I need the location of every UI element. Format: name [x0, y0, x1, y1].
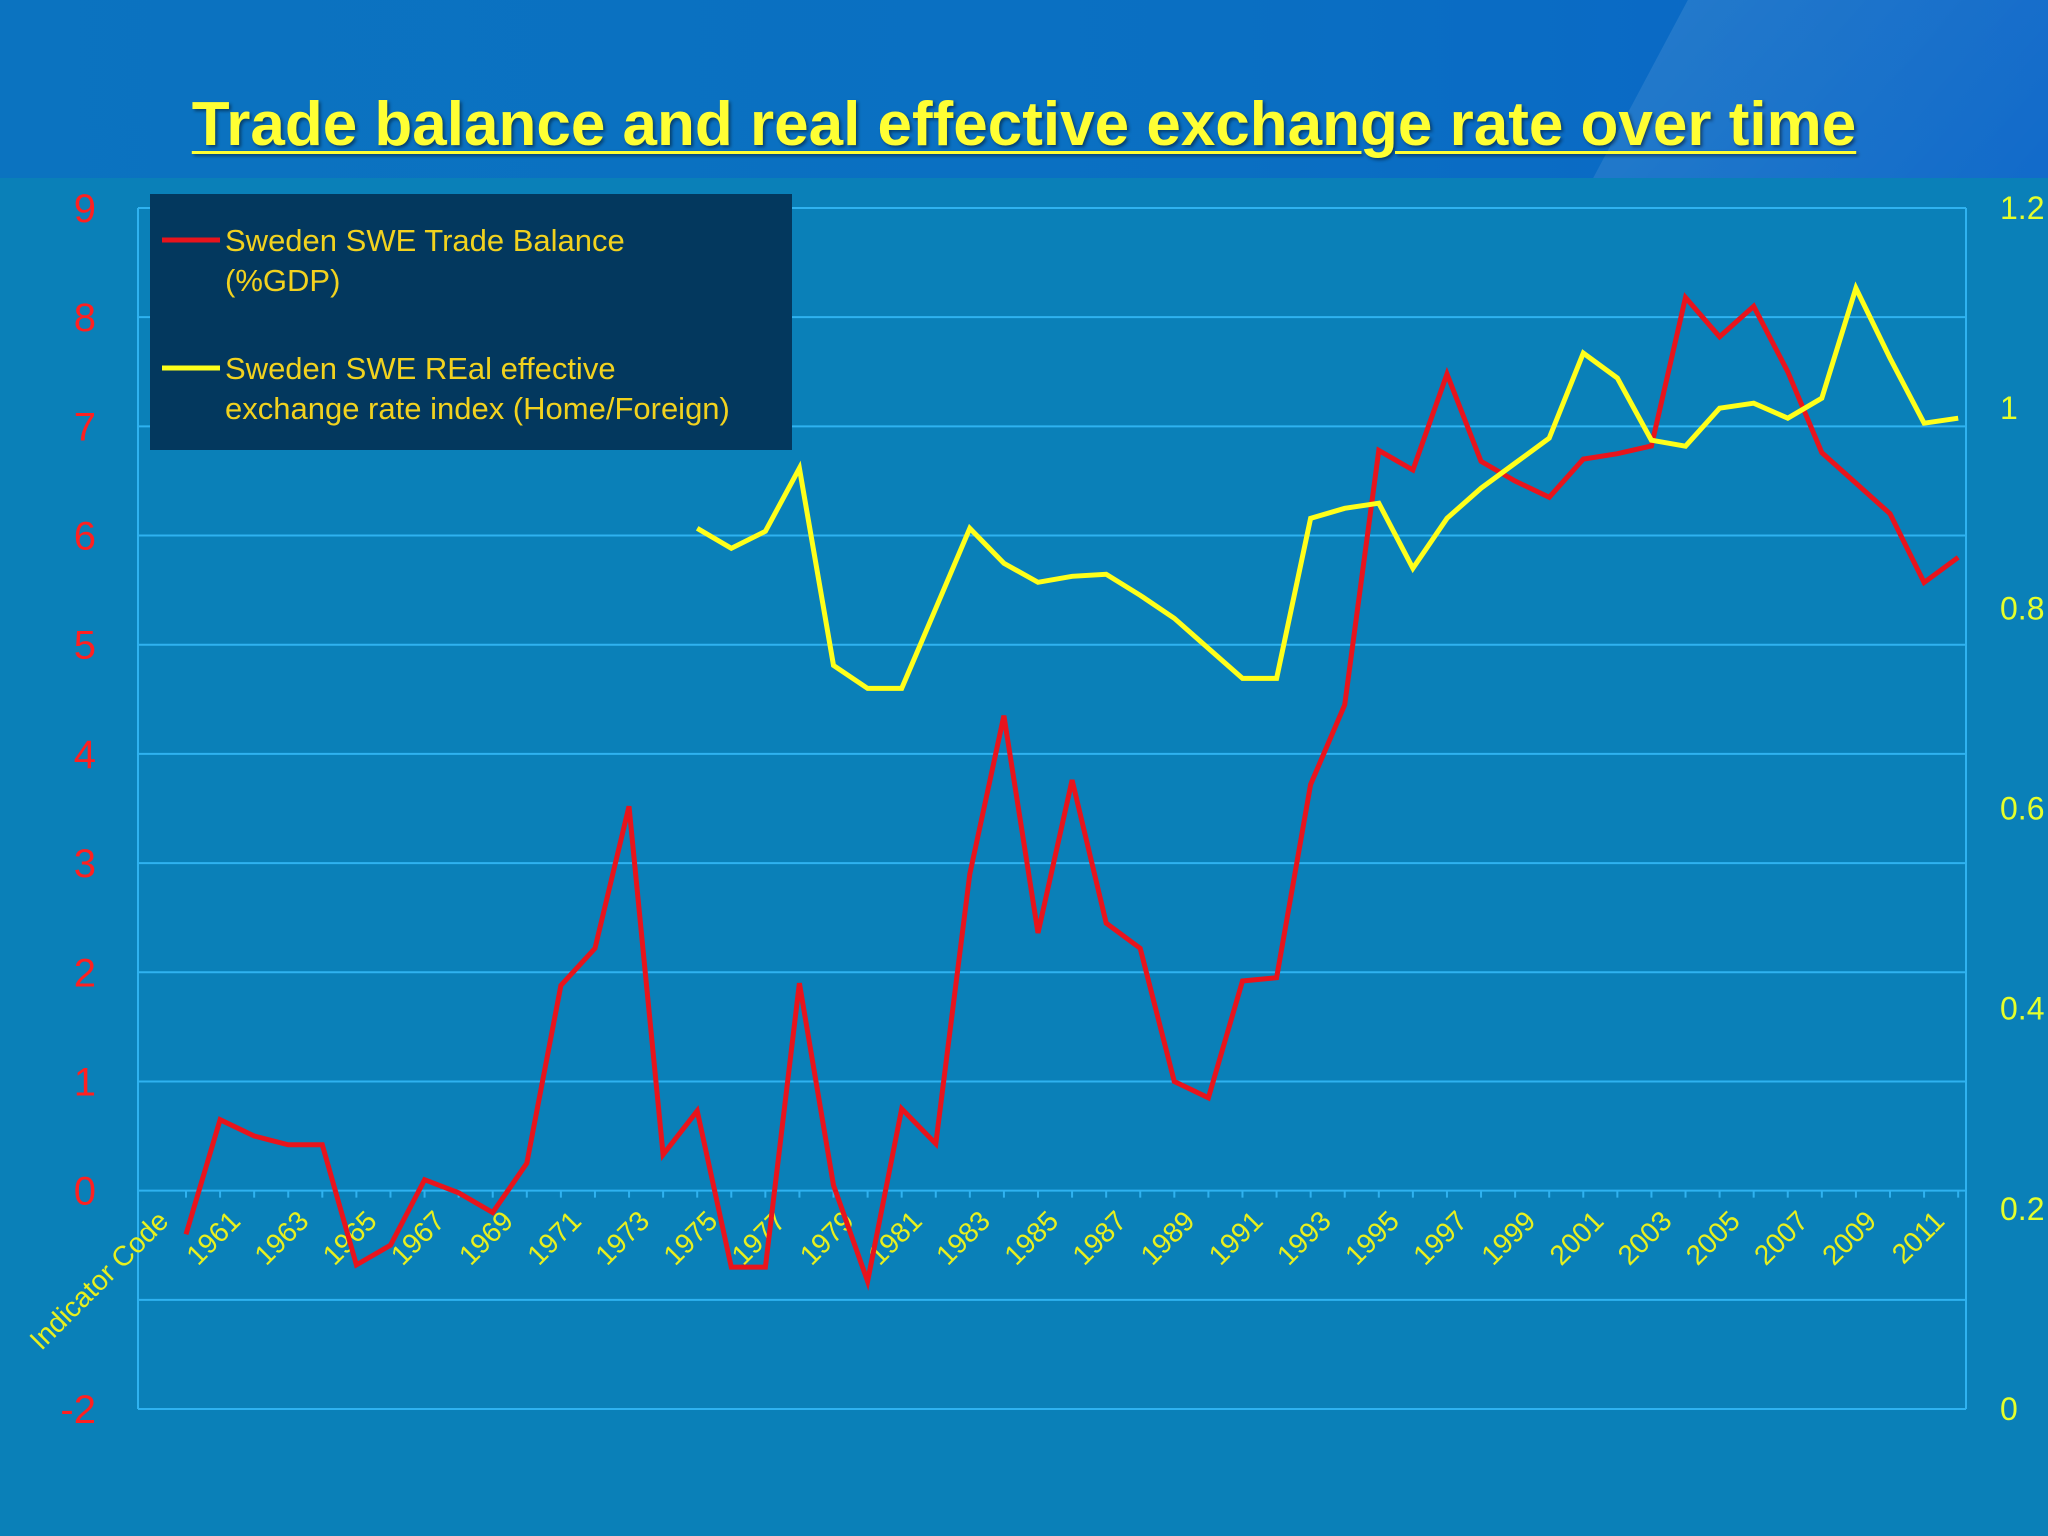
x-tick-label: 2001: [1544, 1205, 1610, 1271]
x-tick-label: 2011: [1886, 1205, 1951, 1270]
axes: [137, 208, 1967, 1409]
x-tick-label: 1991: [1203, 1205, 1269, 1271]
right-y-tick-label: 0.4: [2000, 991, 2044, 1027]
x-tick-label: 1973: [589, 1205, 655, 1271]
legend-label: (%GDP): [225, 263, 340, 298]
legend-label: Sweden SWE Trade Balance: [225, 223, 625, 258]
right-y-tick-label: 0: [2000, 1391, 2018, 1427]
x-tick-label: 1969: [453, 1205, 519, 1271]
x-tick-label: 1971: [521, 1205, 587, 1271]
x-tick-label: 1993: [1271, 1205, 1337, 1271]
right-y-tick-label: 0.2: [2000, 1191, 2044, 1227]
chart-title: Trade balance and real effective exchang…: [191, 90, 1857, 159]
left-y-tick-label: 7: [74, 405, 96, 449]
left-y-tick-label: 4: [74, 733, 96, 777]
left-y-tick-label: 3: [74, 842, 96, 886]
x-tick-label-indicator-code: Indicator Code: [24, 1205, 175, 1356]
x-tick-label: 2007: [1748, 1205, 1814, 1271]
x-tick-label: 1987: [1066, 1205, 1132, 1271]
grid-lines: [138, 207, 1966, 1410]
legend-label: Sweden SWE REal effective: [225, 351, 616, 386]
x-tick-label: 1963: [249, 1205, 315, 1271]
legend: Sweden SWE Trade Balance (%GDP) Sweden SWE…: [150, 194, 792, 450]
x-tick-label: 1983: [930, 1205, 996, 1271]
left-y-tick-label: 9: [74, 187, 96, 231]
trade-balance-series-line: [183, 292, 1960, 1291]
left-y-axis-ticks: 9 8 7 6 5 4 3 2 1 0 -2: [60, 187, 96, 1432]
left-y-tick-label: 8: [74, 296, 96, 340]
left-y-tick-label: 2: [74, 951, 96, 995]
right-y-axis-ticks: 1.2 1 0.8 0.6 0.4 0.2 0: [2000, 190, 2044, 1427]
x-tick-label: 1977: [726, 1205, 792, 1271]
right-y-tick-label: 1.2: [2000, 190, 2044, 226]
left-y-tick-label: 6: [74, 515, 96, 559]
x-tick-label: 1997: [1407, 1205, 1473, 1271]
x-tick-label: 1989: [1135, 1205, 1201, 1271]
legend-label: exchange rate index (Home/Foreign): [225, 391, 730, 426]
real-effective-exchange-rate-series-line: [695, 281, 1959, 691]
legend-box: [150, 194, 792, 450]
x-tick-label: 2009: [1816, 1205, 1882, 1271]
x-tick-label: 1999: [1475, 1205, 1541, 1271]
series-lines: [183, 281, 1960, 1291]
right-y-tick-label: 0.6: [2000, 791, 2044, 827]
right-y-tick-label: 0.8: [2000, 590, 2044, 626]
left-y-tick-label: 5: [74, 624, 96, 668]
right-y-tick-label: 1: [2000, 390, 2018, 426]
left-y-tick-label: -2: [60, 1388, 96, 1432]
left-y-tick-label: 1: [74, 1060, 96, 1104]
x-axis-tick-labels: Indicator Code 1961 1963 1965 1967 1969 1971 19…: [24, 1205, 1951, 1356]
x-tick-label: 1975: [657, 1205, 723, 1271]
x-tick-label: 1995: [1339, 1205, 1405, 1271]
title-band: Trade balance and real effective exchang…: [0, 0, 2048, 178]
left-y-tick-label: 0: [74, 1170, 96, 1214]
x-tick-label: 2005: [1680, 1205, 1746, 1271]
x-tick-label: 2003: [1612, 1205, 1678, 1271]
x-tick-label: 1985: [998, 1205, 1064, 1271]
